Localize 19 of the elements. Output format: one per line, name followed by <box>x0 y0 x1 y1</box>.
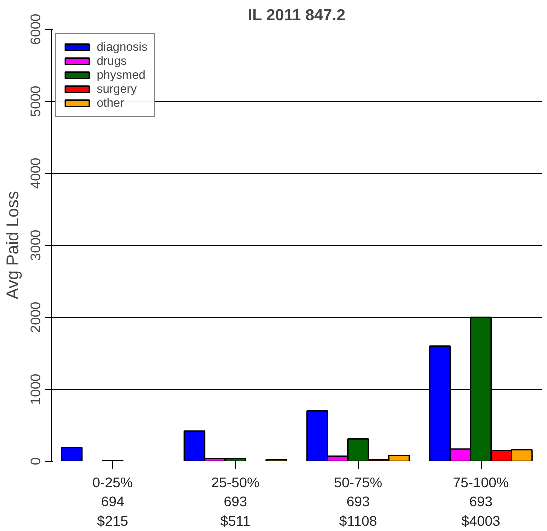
legend-label: physmed <box>97 68 146 82</box>
legend-label: surgery <box>97 82 138 96</box>
y-tick-label: 4000 <box>28 158 44 190</box>
x-tick-label: 25-50% 693 $511 <box>212 474 260 529</box>
legend-label: drugs <box>97 54 128 68</box>
y-tick-label: 5000 <box>28 86 44 118</box>
y-tick-label: 1000 <box>28 374 44 406</box>
x-tick-label: 0-25% 694 $215 <box>92 474 134 529</box>
y-tick-label: 3000 <box>28 230 44 262</box>
legend-label: other <box>97 96 124 110</box>
y-tick-label: 0 <box>28 457 44 466</box>
x-tick-label: 50-75% 693 $1108 <box>334 474 383 529</box>
bar <box>61 447 83 462</box>
y-axis-title: Avg Paid Loss <box>4 191 22 300</box>
chart-title: IL 2011 847.2 <box>248 8 346 24</box>
y-tick-label: 6000 <box>28 14 44 46</box>
y-tick-label: 2000 <box>28 302 44 334</box>
legend-label: diagnosis <box>97 40 148 54</box>
x-tick-label: 75-100% 693 $4003 <box>453 474 510 529</box>
